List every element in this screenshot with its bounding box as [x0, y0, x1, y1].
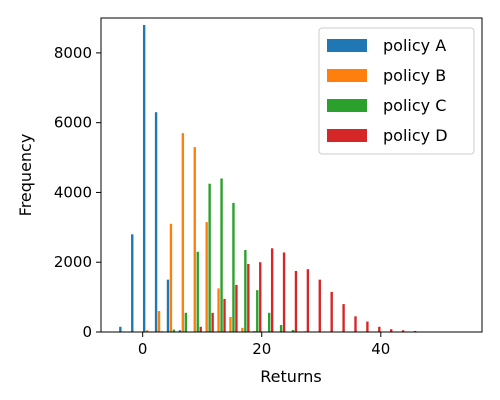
legend-label-policy-C: policy C	[383, 96, 446, 115]
legend-label-policy-B: policy B	[383, 66, 446, 85]
bar-policy-C-bin-18	[256, 290, 259, 332]
bar-policy-B-bin-16	[241, 327, 244, 332]
legend-swatch-policy-B	[327, 69, 367, 82]
bar-policy-C-bin-8	[196, 251, 199, 332]
bar-policy-B-bin-14	[229, 317, 232, 332]
bar-policy-D-bin-32	[342, 304, 345, 332]
bar-policy-B-bin-8	[193, 147, 196, 332]
x-tick-label: 40	[371, 340, 390, 358]
legend-label-policy-D: policy D	[383, 126, 448, 145]
bar-policy-D-bin-24	[294, 270, 298, 332]
bar-policy-B-bin-18	[253, 330, 256, 332]
bar-policy-A-bin-0	[142, 24, 146, 332]
bar-policy-D-bin-42	[401, 330, 405, 332]
y-tick-label: 2000	[54, 253, 92, 271]
bar-policy-C-bin-12	[220, 178, 223, 332]
bar-policy-D-bin-18	[259, 262, 262, 332]
legend-swatch-policy-C	[327, 99, 367, 112]
bar-policy-A-bin-6	[178, 330, 182, 332]
bar-policy-D-bin-16	[247, 263, 250, 332]
bar-policy-A-bin-4	[166, 279, 170, 332]
legend: policy A policy B policy C policy D	[318, 27, 475, 155]
bar-policy-B-bin-4	[169, 223, 173, 332]
bar-policy-D-bin-28	[318, 279, 321, 332]
bar-policy-D-bin-38	[378, 326, 381, 332]
bar-policy-D-bin-14	[235, 284, 238, 332]
plot-frame	[100, 17, 483, 333]
bars-layer	[119, 24, 441, 332]
y-axis-title: Frequency	[16, 134, 35, 217]
y-tick-label: 4000	[54, 183, 92, 201]
bar-policy-D-bin-26	[306, 269, 310, 332]
bar-policy-D-bin-36	[366, 321, 369, 332]
y-tick-label: 6000	[54, 114, 92, 132]
bar-policy-C-bin-14	[232, 202, 235, 332]
x-axis: 0 20 40	[138, 332, 390, 358]
bar-policy-B-bin-10	[205, 222, 208, 332]
x-tick-label: 0	[138, 340, 148, 358]
bar-policy-C-bin-4	[172, 329, 176, 332]
bar-policy-D-bin-12	[223, 298, 226, 332]
bar-policy-B-bin-6	[181, 133, 185, 332]
bar-policy-C-bin-6	[184, 312, 188, 332]
bar-policy-A-bin--2	[131, 234, 134, 332]
bar-policy-A-bin-2	[154, 112, 158, 332]
bar-policy-C-bin-22	[279, 325, 283, 332]
y-tick-label: 0	[82, 323, 92, 341]
legend-label-policy-A: policy A	[383, 36, 446, 55]
bar-policy-D-bin-34	[354, 316, 357, 332]
bar-policy-B-bin-12	[217, 288, 220, 332]
bar-policy-D-bin-20	[270, 248, 274, 332]
legend-box	[318, 27, 475, 155]
bar-policy-C-bin-20	[267, 312, 271, 332]
bar-policy-D-bin-44	[413, 330, 417, 332]
x-tick-label: 20	[252, 340, 271, 358]
bar-policy-D-bin-30	[330, 291, 333, 332]
legend-swatch-policy-D	[327, 129, 367, 142]
bar-policy-D-bin-8	[199, 326, 202, 332]
bar-policy-D-bin-22	[282, 252, 286, 332]
x-axis-title: Returns	[260, 367, 321, 386]
bar-policy-B-bin-0	[145, 330, 149, 332]
bar-policy-B-bin-2	[157, 311, 161, 332]
y-tick-label: 8000	[54, 44, 92, 62]
bar-policy-A-bin--4	[119, 326, 122, 332]
bar-policy-D-bin-10	[211, 312, 214, 332]
legend-swatch-policy-A	[327, 39, 367, 52]
bar-policy-C-bin-10	[208, 183, 211, 332]
bar-policy-C-bin-24	[291, 329, 295, 332]
bar-policy-D-bin-40	[390, 329, 393, 332]
bar-policy-C-bin-16	[244, 250, 247, 332]
y-axis: 0 2000 4000 6000 8000	[54, 44, 101, 341]
